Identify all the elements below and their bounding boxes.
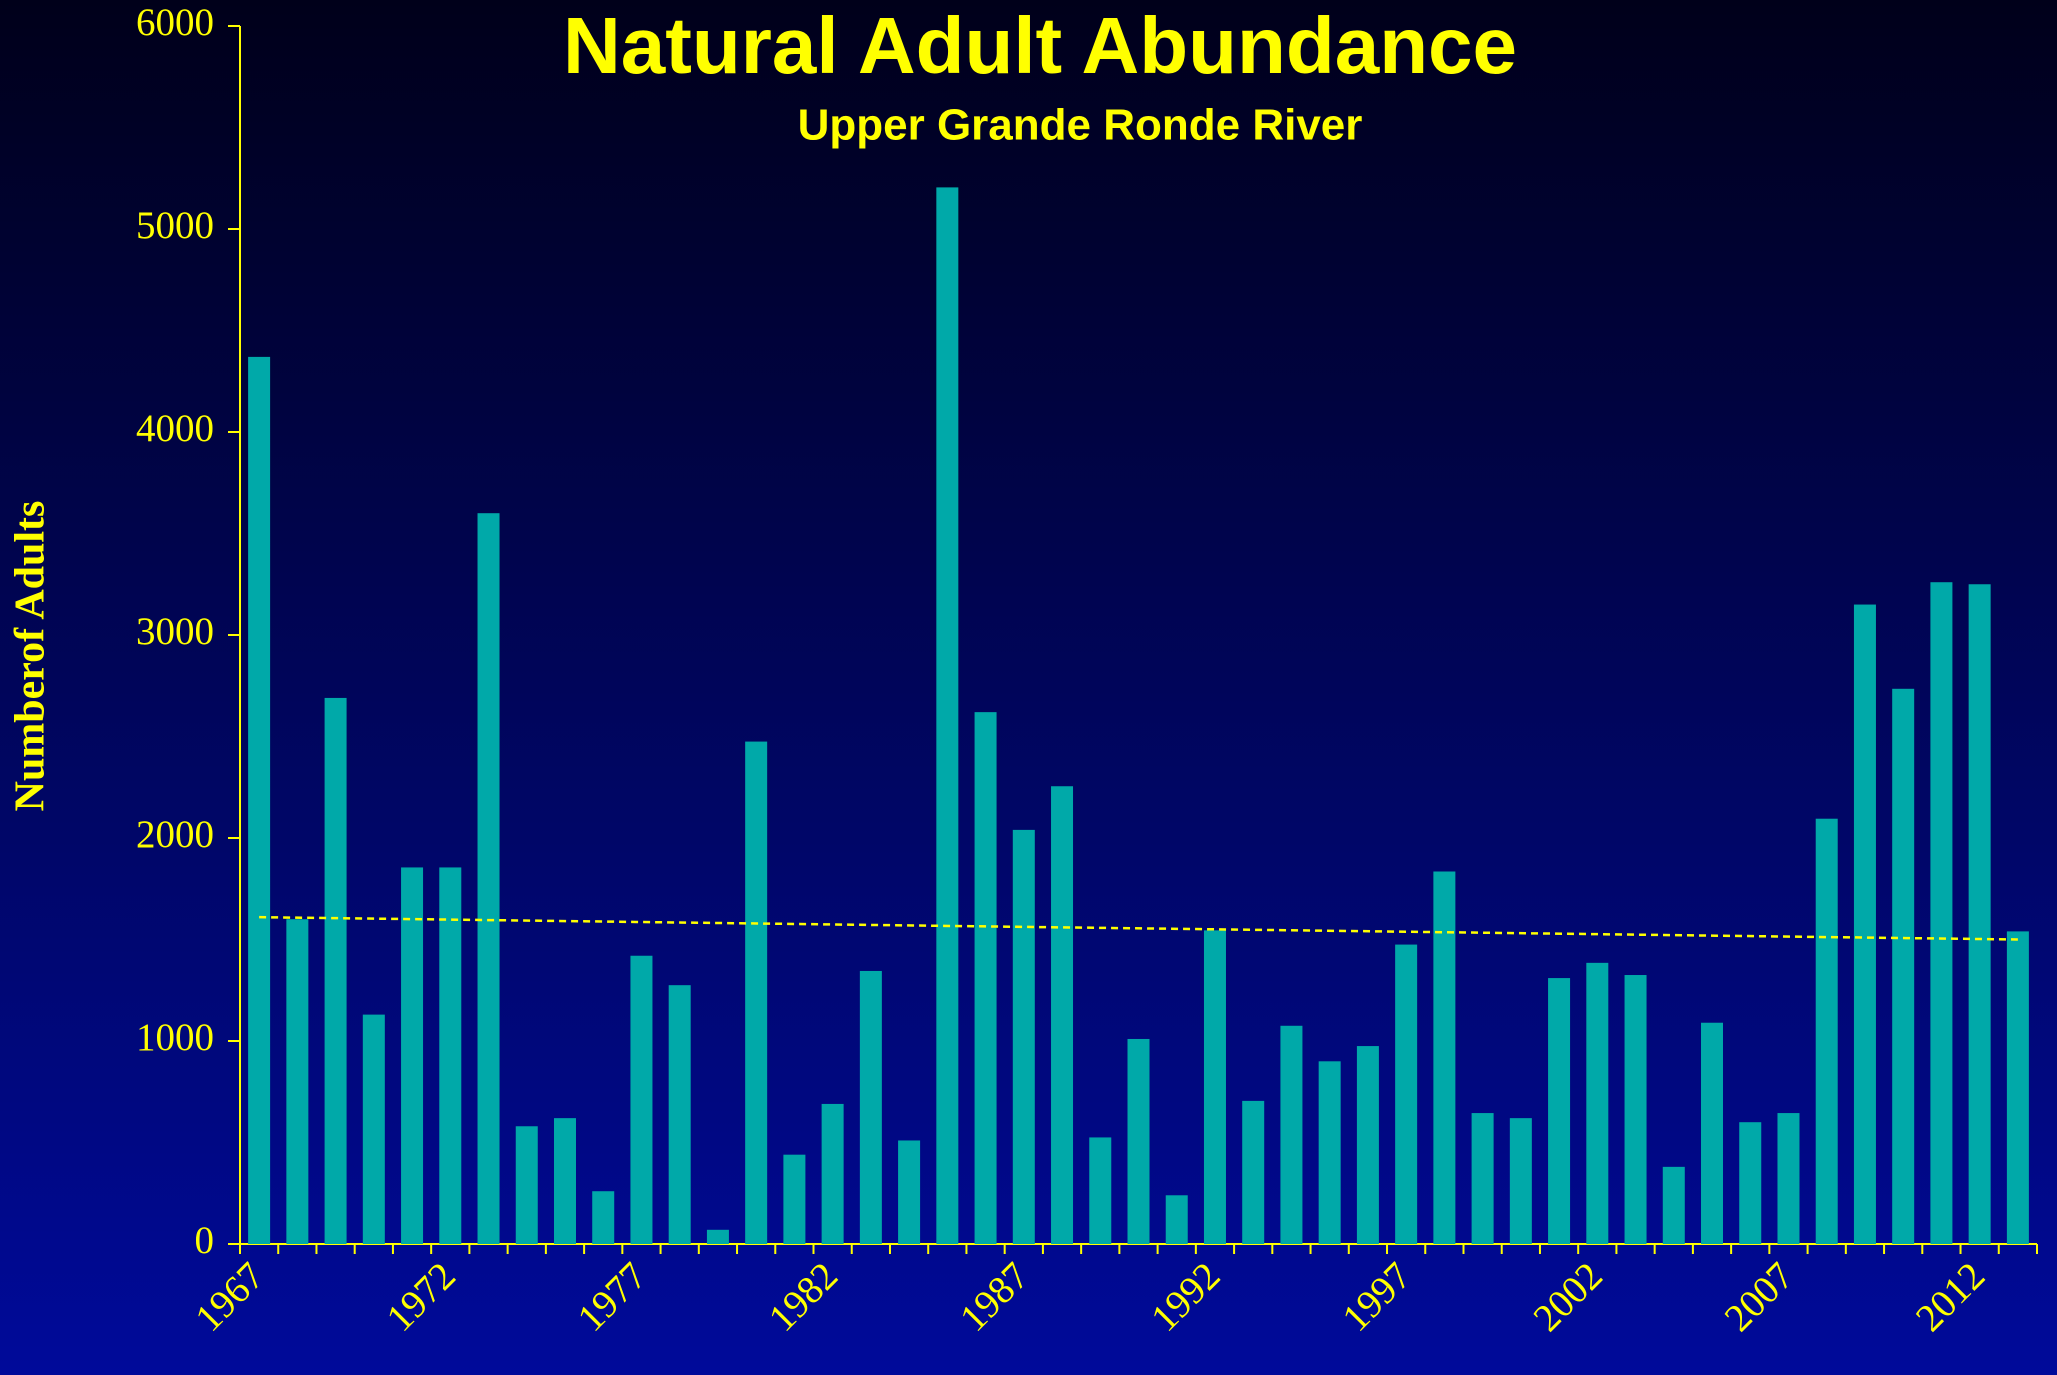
y-tick-label: 1000	[136, 1016, 214, 1059]
x-tick-label: 2012	[1908, 1254, 1994, 1340]
bar	[553, 1118, 576, 1244]
trend-line	[259, 915, 2018, 941]
bar	[859, 970, 882, 1244]
y-tick-label: 2000	[136, 813, 214, 856]
bar	[783, 1154, 806, 1244]
x-tick-label: 1977	[569, 1254, 655, 1340]
bar	[821, 1103, 844, 1244]
bar	[439, 867, 462, 1244]
bar	[1509, 1118, 1532, 1244]
x-tick-label: 1982	[761, 1254, 847, 1340]
bar	[1624, 975, 1647, 1244]
bar	[1968, 584, 1991, 1244]
x-tick-label: 1967	[187, 1254, 273, 1340]
bar	[477, 513, 500, 1244]
chart-subtitle: Upper Grande Ronde River	[798, 101, 1363, 150]
bar	[1930, 582, 1953, 1244]
bar	[515, 1126, 538, 1244]
y-axis-label: Numberof Adults	[8, 501, 54, 812]
bar	[1853, 604, 1876, 1244]
y-tick-label: 5000	[136, 204, 214, 247]
bar	[1777, 1113, 1800, 1244]
bar	[898, 1140, 921, 1244]
bar	[1662, 1166, 1685, 1244]
y-tick-label: 4000	[136, 407, 214, 450]
x-tick-label: 1972	[378, 1254, 464, 1340]
bar	[1892, 688, 1915, 1244]
y-tick-label: 0	[195, 1219, 215, 1262]
bar	[630, 955, 653, 1244]
bar	[1280, 1025, 1303, 1244]
bar	[1012, 829, 1035, 1244]
bar	[1395, 944, 1418, 1244]
x-tick-label: 1997	[1334, 1254, 1420, 1340]
bar	[1318, 1061, 1341, 1244]
chart-title: Natural Adult Abundance	[563, 1, 1517, 90]
bar	[1701, 1022, 1724, 1244]
x-tick-label: 1987	[952, 1254, 1038, 1340]
bar	[936, 187, 959, 1244]
bar	[745, 741, 768, 1244]
bar	[286, 919, 309, 1244]
bar	[592, 1191, 615, 1244]
bar	[1433, 871, 1456, 1244]
bar	[1548, 978, 1571, 1244]
x-tick-label: 2002	[1525, 1254, 1611, 1340]
bar	[362, 1014, 385, 1244]
y-tick-label: 6000	[136, 1, 214, 44]
bar	[1127, 1038, 1150, 1244]
bar	[401, 867, 424, 1244]
x-tick-label: 1992	[1143, 1254, 1229, 1340]
bar	[1242, 1100, 1265, 1244]
bar	[1739, 1122, 1762, 1244]
bar	[1586, 962, 1609, 1244]
bar	[706, 1229, 729, 1244]
bar	[2006, 931, 2029, 1244]
bar	[324, 697, 347, 1244]
bar	[1089, 1137, 1112, 1244]
bar	[974, 712, 997, 1244]
bar	[1356, 1046, 1379, 1244]
bar	[1471, 1113, 1494, 1244]
bar	[1815, 818, 1838, 1244]
bar	[1051, 786, 1074, 1244]
bar	[1165, 1195, 1188, 1244]
bar	[248, 356, 271, 1244]
bar	[668, 985, 691, 1244]
y-tick-label: 3000	[136, 610, 214, 653]
bar	[1203, 930, 1226, 1244]
x-tick-label: 2007	[1716, 1254, 1802, 1340]
